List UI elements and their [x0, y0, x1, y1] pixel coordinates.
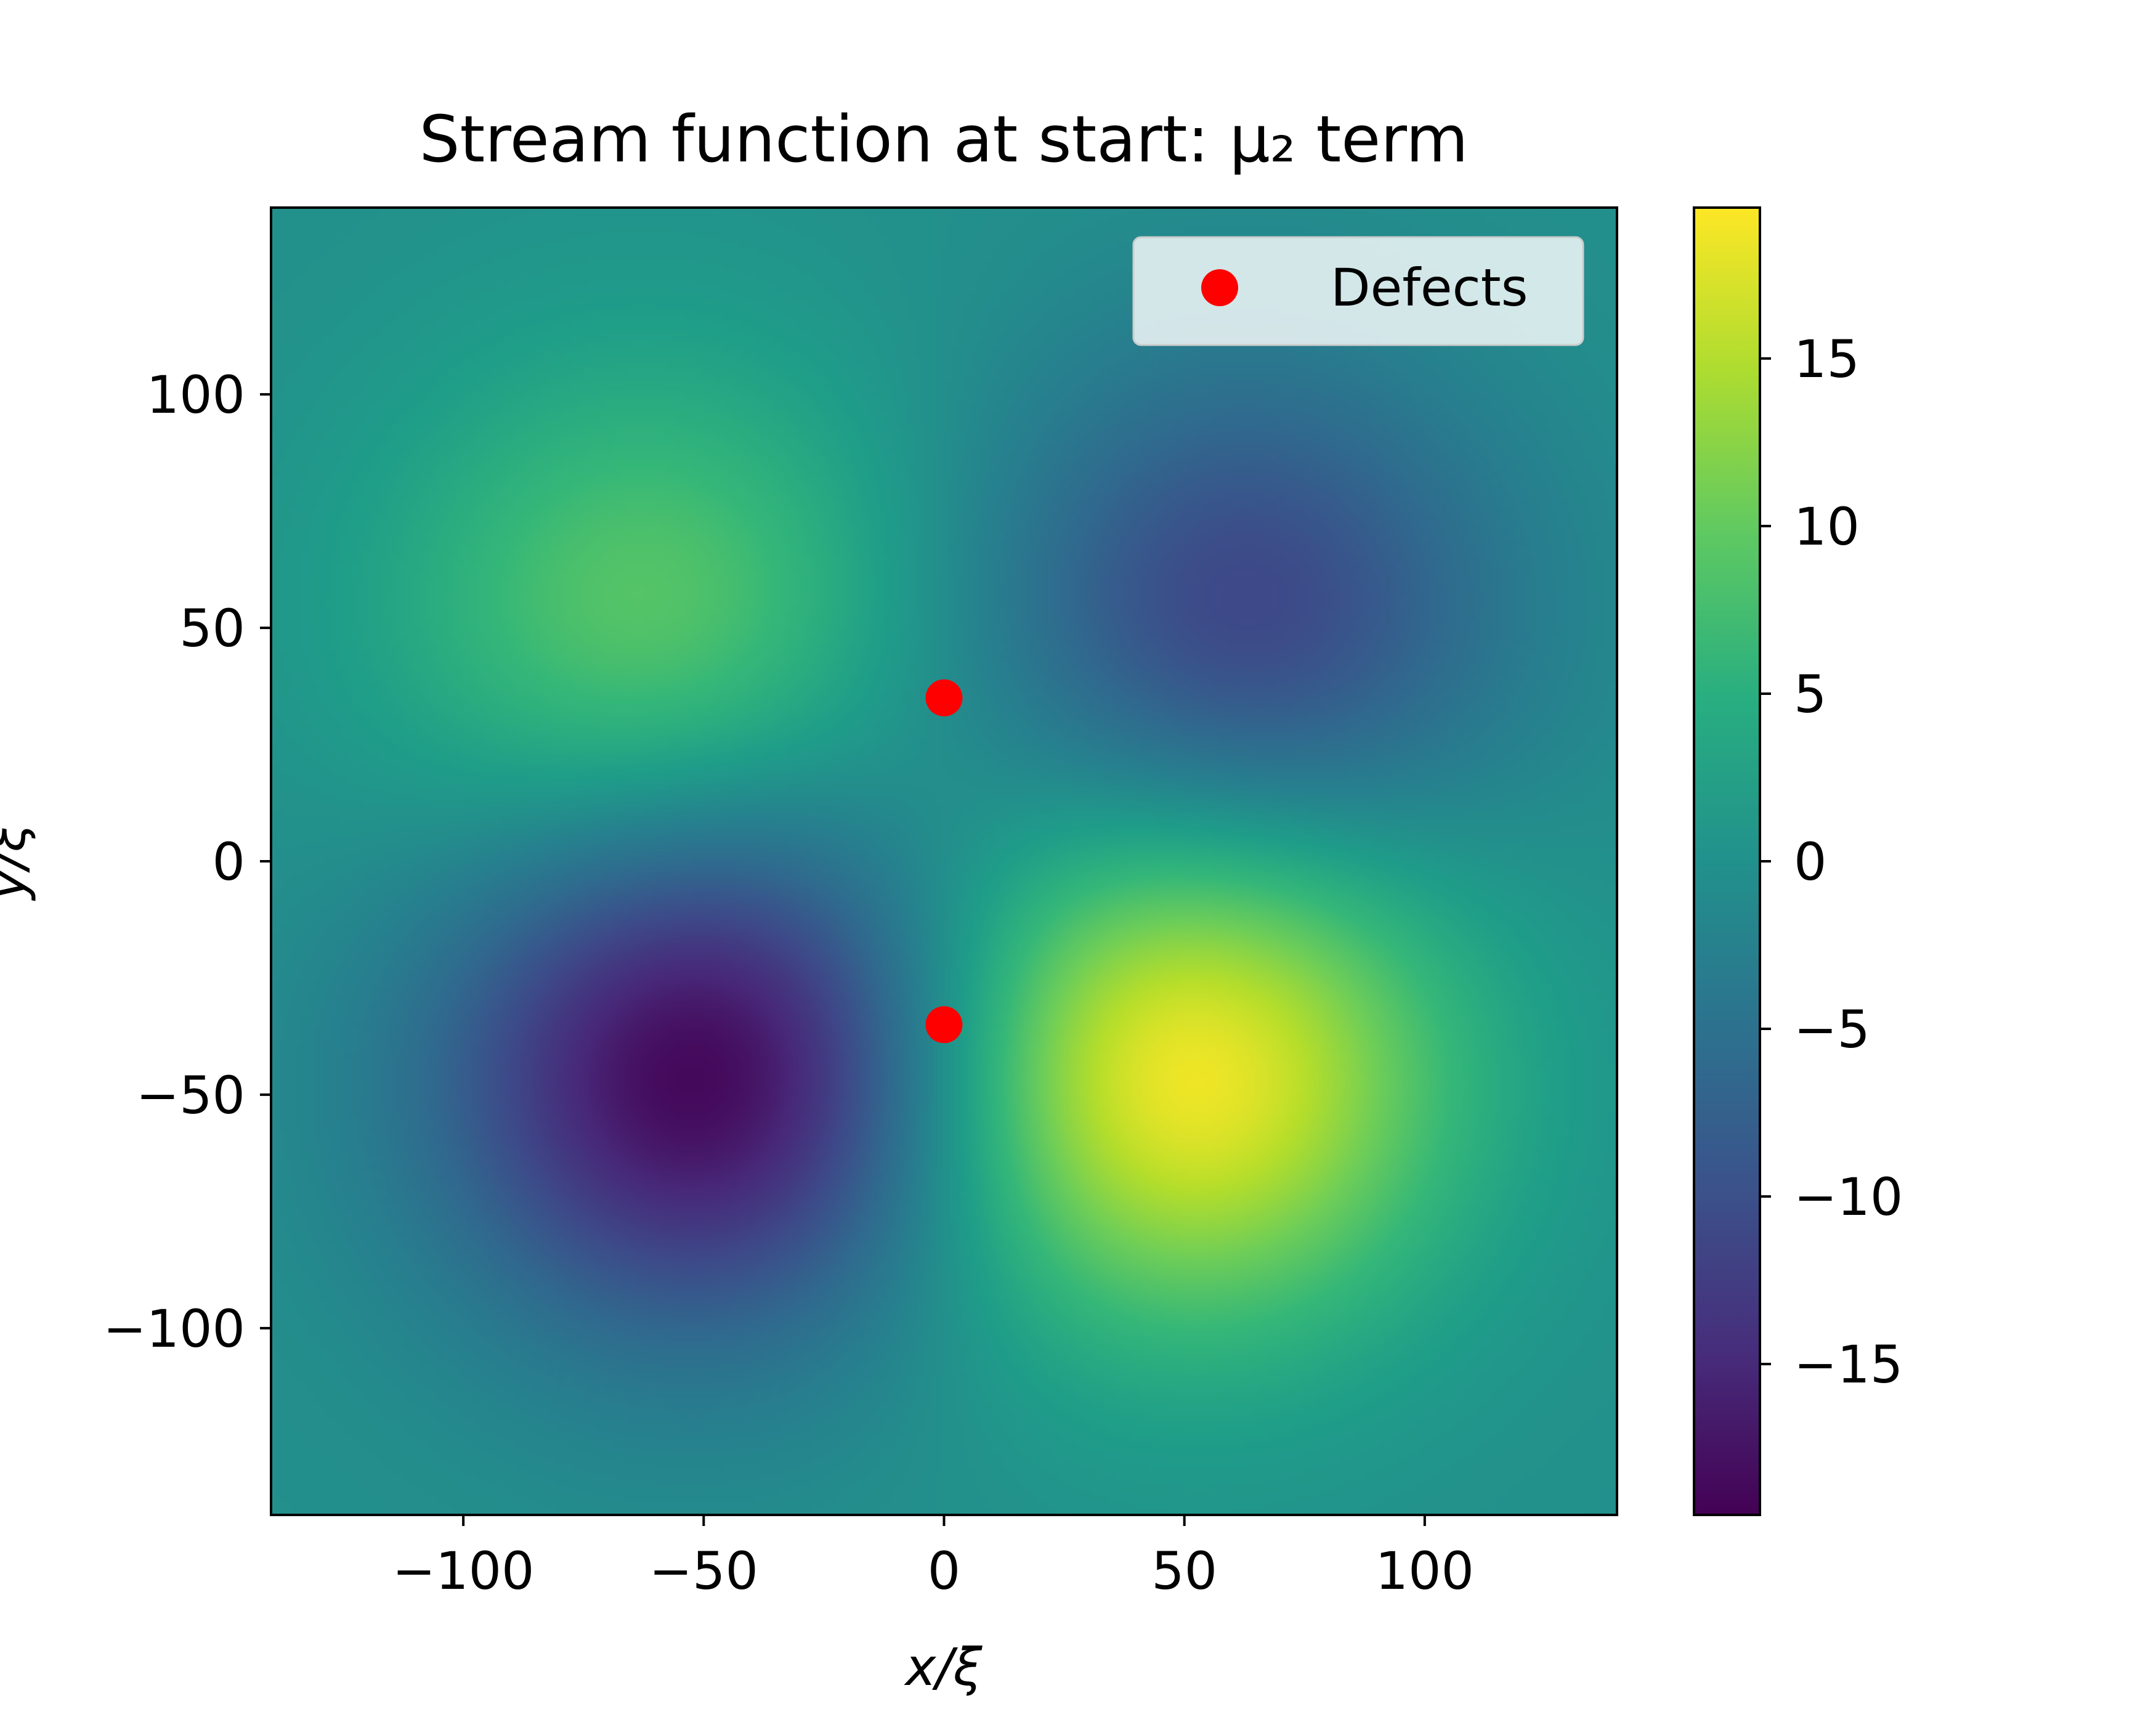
heatmap — [271, 208, 1617, 1515]
y-tick-label: 0 — [213, 832, 245, 892]
x-tick-label: 100 — [1376, 1541, 1474, 1601]
x-tick-label: −100 — [392, 1541, 535, 1601]
colorbar-ticks: 15 10 5 0 −5 −10 −15 — [1760, 329, 1903, 1395]
x-axis: −100 −50 0 50 100 — [392, 1515, 1474, 1601]
x-axis-label: x/ξ — [904, 1637, 983, 1697]
y-tick-label: 50 — [179, 598, 245, 659]
colorbar: 15 10 5 0 −5 −10 −15 — [1693, 206, 1903, 1516]
colorbar-tick-label: 10 — [1794, 497, 1860, 557]
legend: Defects — [1132, 236, 1584, 346]
colorbar-tick-label: 15 — [1794, 329, 1860, 389]
y-axis-label: y/ξ — [0, 822, 37, 901]
x-tick-label: 0 — [928, 1541, 960, 1601]
y-tick-label: −100 — [103, 1299, 245, 1359]
chart-title: Stream function at start: μ₂ term — [419, 102, 1468, 177]
y-tick-label: 100 — [147, 365, 245, 425]
defect-point-2 — [925, 1006, 963, 1044]
legend-defects-marker — [1201, 269, 1238, 306]
y-tick-label: −50 — [136, 1065, 245, 1126]
y-axis: −100 −50 0 50 100 — [103, 365, 271, 1359]
colorbar-tick-label: 5 — [1794, 664, 1826, 724]
colorbar-tick-label: 0 — [1794, 832, 1826, 892]
colorbar-tick-label: −10 — [1794, 1167, 1903, 1227]
colorbar-tick-label: −5 — [1794, 999, 1870, 1060]
legend-label-defects: Defects — [1331, 258, 1528, 318]
legend-box — [1132, 236, 1584, 346]
defect-markers — [925, 679, 963, 1044]
colorbar-gradient — [1694, 208, 1760, 1515]
x-tick-label: −50 — [649, 1541, 758, 1601]
colorbar-tick-label: −15 — [1794, 1334, 1903, 1395]
heatmap-image — [271, 208, 1617, 1515]
defect-point-1 — [925, 679, 963, 716]
x-tick-label: 50 — [1151, 1541, 1217, 1601]
